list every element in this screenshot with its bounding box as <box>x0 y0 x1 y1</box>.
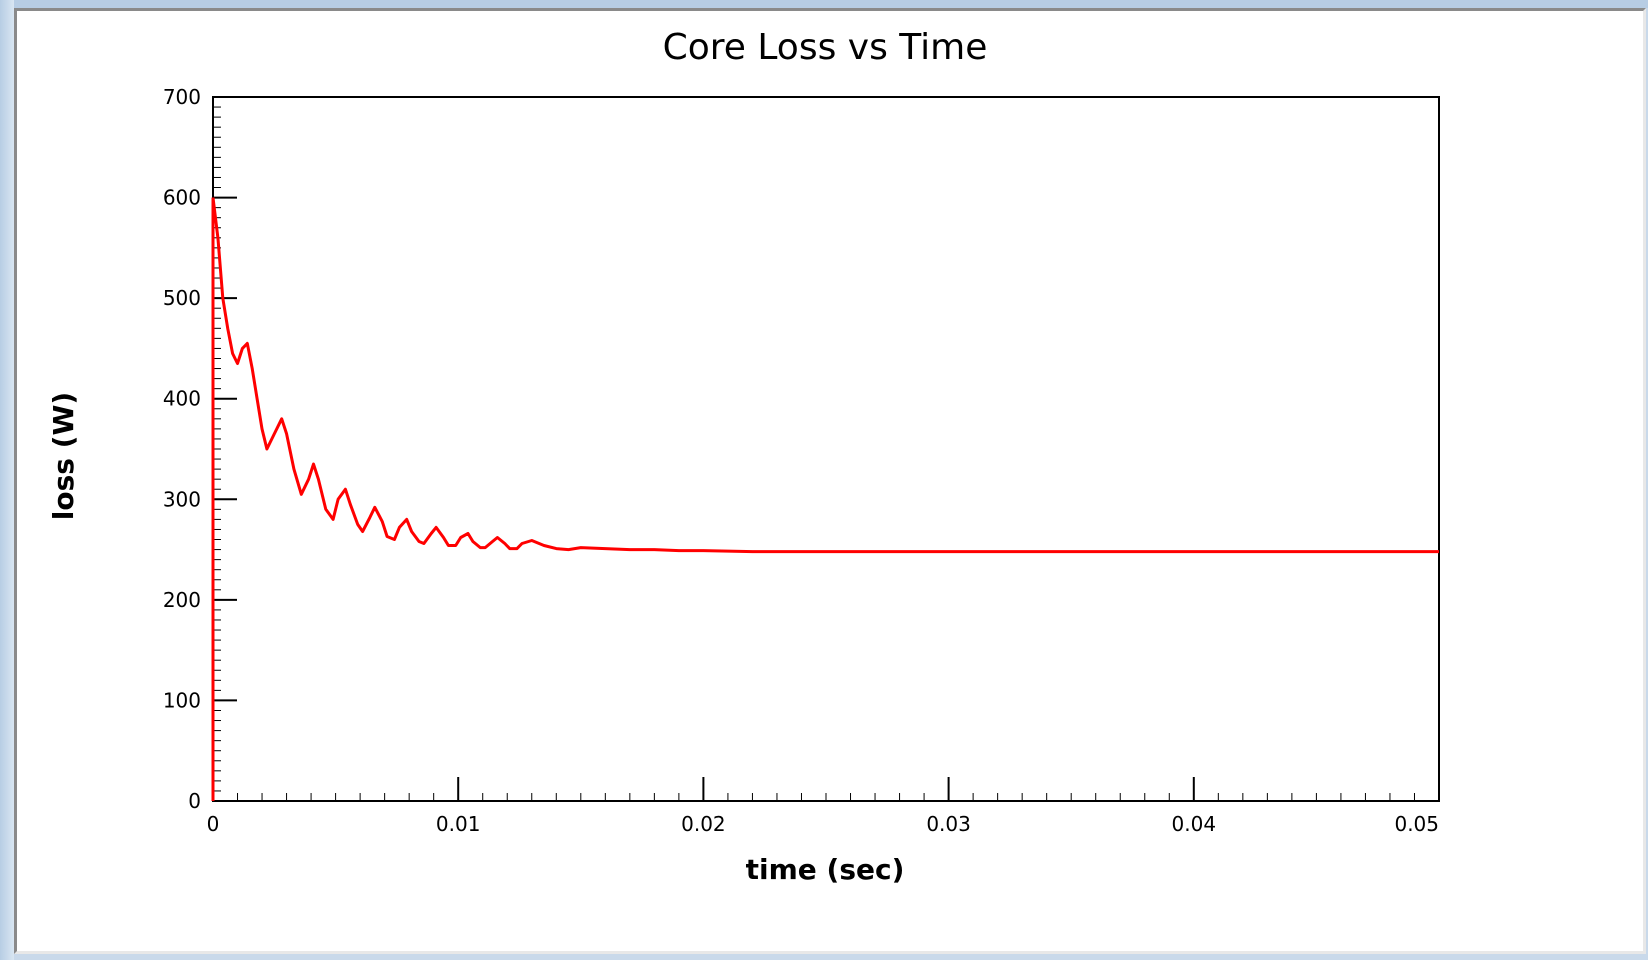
y-tick-label: 300 <box>163 487 201 511</box>
y-tick-label: 0 <box>188 789 201 813</box>
y-tick-label: 100 <box>163 688 201 712</box>
y-axis-label: loss (W) <box>47 392 80 520</box>
y-tick-label: 500 <box>163 286 201 310</box>
x-tick-label: 0.03 <box>926 812 971 836</box>
core-loss-chart: Core Loss vs Time time (sec) loss (W) 0 1… <box>47 27 1440 886</box>
core-loss-series-line <box>211 197 1439 554</box>
window-top-border <box>0 0 1648 8</box>
x-axis-label: time (sec) <box>746 853 905 886</box>
tick-labels: 0 100 200 300 400 500 600 700 0 0.01 0.02 0.03 0.04 0… <box>163 85 1439 836</box>
plot-area-frame <box>212 96 1440 802</box>
y-tick-label: 600 <box>163 186 201 210</box>
x-tick-label: 0.01 <box>436 812 481 836</box>
plot-window: Core Loss vs Time time (sec) loss (W) 0 1… <box>14 8 1646 954</box>
chart-title: Core Loss vs Time <box>663 27 988 68</box>
y-tick-label: 400 <box>163 387 201 411</box>
y-tick-label: 700 <box>163 85 201 109</box>
y-tick-label: 200 <box>163 588 201 612</box>
window-left-border <box>0 0 14 960</box>
axis-ticks <box>212 96 1440 802</box>
x-tick-label: 0.05 <box>1394 812 1439 836</box>
series-group <box>211 197 1439 801</box>
x-tick-label: 0.04 <box>1172 812 1217 836</box>
x-tick-label: 0 <box>207 812 220 836</box>
x-tick-label: 0.02 <box>681 812 726 836</box>
